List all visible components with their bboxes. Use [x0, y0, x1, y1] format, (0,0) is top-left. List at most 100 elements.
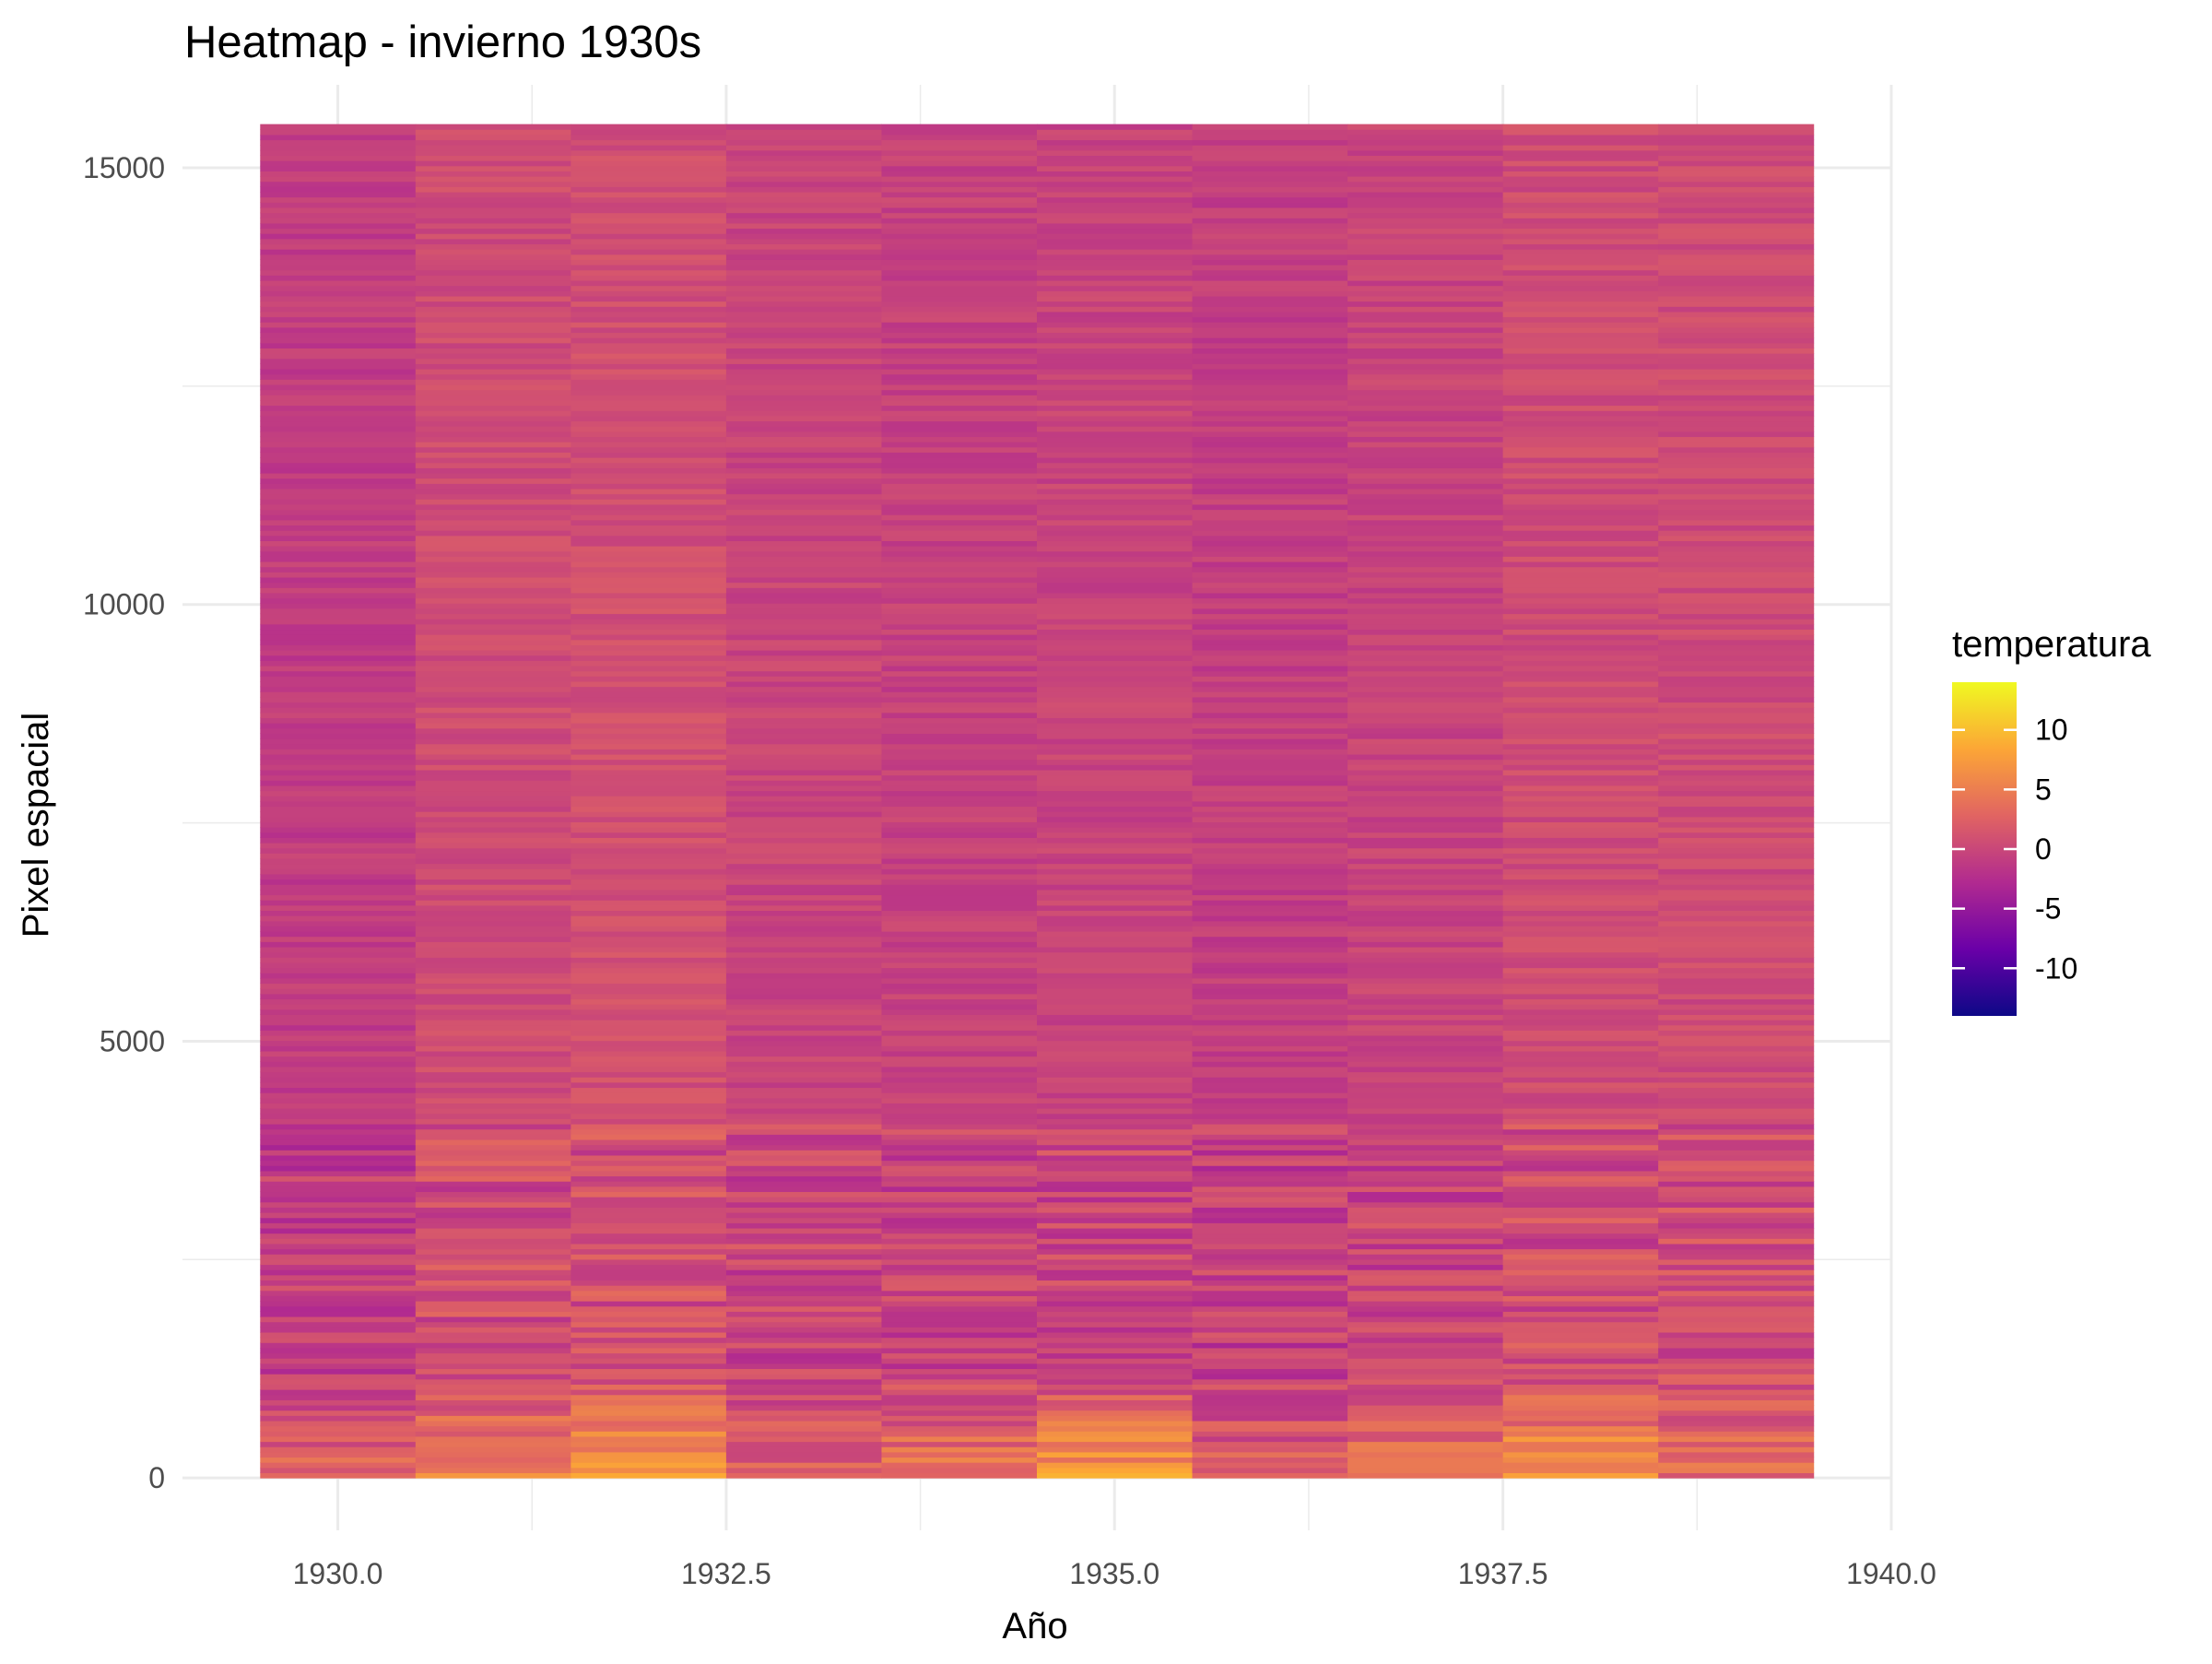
heatmap-cell [881, 457, 1038, 464]
heatmap-cell [415, 884, 571, 891]
heatmap-cell [571, 1389, 727, 1396]
heatmap-cell [260, 1254, 417, 1260]
heatmap-cell [881, 811, 1038, 818]
heatmap-cell [725, 431, 882, 438]
heatmap-cell [571, 785, 727, 792]
heatmap-cell [1192, 369, 1348, 375]
heatmap-cell [415, 1384, 571, 1390]
heatmap-cell [1192, 499, 1348, 505]
heatmap-cell [415, 561, 571, 568]
heatmap-cell [725, 561, 882, 568]
heatmap-cell [1037, 941, 1194, 948]
heatmap-cell [1347, 712, 1504, 719]
heatmap-cell [415, 926, 571, 932]
heatmap-cell [725, 535, 882, 541]
heatmap-cell [1347, 1165, 1504, 1172]
heatmap-cell [1037, 311, 1194, 318]
heatmap-cell [571, 1045, 727, 1052]
heatmap-cell [725, 145, 882, 151]
heatmap-cell [260, 1217, 417, 1223]
heatmap-cell [1658, 1425, 1815, 1432]
heatmap-cell [260, 696, 417, 703]
heatmap-cell [1347, 1092, 1504, 1099]
heatmap-cell [725, 1435, 882, 1443]
heatmap-cell [881, 145, 1038, 151]
heatmap-cell [1192, 1352, 1348, 1359]
heatmap-cell [1192, 910, 1348, 916]
heatmap-cell [725, 743, 882, 749]
heatmap-cell [1347, 233, 1504, 240]
heatmap-cell [1037, 379, 1194, 385]
heatmap-cell [260, 1035, 417, 1042]
heatmap-cell [415, 962, 571, 969]
heatmap-cell [1658, 1139, 1815, 1146]
heatmap-cell [725, 1295, 882, 1302]
heatmap-cell [571, 639, 727, 645]
heatmap-cell [725, 1071, 882, 1078]
heatmap-cell [415, 1399, 571, 1406]
heatmap-cell [1037, 129, 1194, 136]
heatmap-cell [415, 1342, 571, 1349]
heatmap-cell [260, 1472, 417, 1479]
heatmap-cell [1658, 832, 1815, 838]
heatmap-cell [571, 1061, 727, 1068]
heatmap-cell [260, 1337, 417, 1343]
heatmap-cell [1037, 415, 1194, 422]
heatmap-cell [1037, 712, 1194, 719]
heatmap-cell [1192, 1415, 1348, 1422]
heatmap-cell [881, 1118, 1038, 1125]
heatmap-cell [881, 1435, 1038, 1443]
heatmap-cell [1347, 452, 1504, 458]
heatmap-cell [415, 774, 571, 781]
heatmap-cell [1658, 306, 1815, 313]
heatmap-cell [260, 1441, 417, 1447]
heatmap-cell [1037, 269, 1194, 276]
heatmap-cell [571, 1212, 727, 1219]
heatmap-cell [1037, 233, 1194, 240]
heatmap-cell [725, 613, 882, 620]
heatmap-cell [260, 1238, 417, 1245]
heatmap-cell [881, 1321, 1038, 1328]
heatmap-cell [881, 410, 1038, 417]
heatmap-cell [881, 1201, 1038, 1208]
heatmap-cell [1658, 1451, 1815, 1458]
heatmap-cell [1037, 1181, 1194, 1187]
heatmap-cell [725, 1258, 882, 1266]
heatmap-cell [1658, 228, 1815, 234]
heatmap-cell [571, 915, 727, 922]
heatmap-cell [1037, 1332, 1194, 1339]
heatmap-cell [1502, 1431, 1659, 1437]
heatmap-cell [1658, 238, 1815, 245]
heatmap-cell [1502, 1374, 1659, 1380]
heatmap-cell [1037, 1352, 1194, 1359]
heatmap-cell [1658, 1301, 1815, 1307]
heatmap-cell [1658, 290, 1815, 297]
heatmap-cell [1192, 165, 1348, 171]
heatmap-cell [1347, 613, 1504, 620]
heatmap-cell [1347, 1035, 1504, 1042]
heatmap-cell [881, 399, 1038, 407]
heatmap-cell [1192, 915, 1348, 922]
heatmap-cell [1347, 1368, 1504, 1375]
heatmap-cell [260, 348, 417, 354]
heatmap-cell [1192, 1363, 1348, 1370]
heatmap-cell [1037, 389, 1194, 395]
heatmap-cell [415, 587, 571, 594]
heatmap-cell [571, 249, 727, 255]
heatmap-cell [1347, 285, 1504, 291]
heatmap-cell [1037, 639, 1194, 645]
heatmap-cell [1037, 483, 1194, 490]
heatmap-cell [1658, 733, 1815, 739]
heatmap-cell [725, 322, 882, 328]
heatmap-cell [881, 249, 1038, 255]
heatmap-cell [1192, 738, 1348, 745]
heatmap-cell [260, 561, 417, 568]
heatmap-cell [415, 847, 571, 854]
heatmap-cell [1502, 379, 1659, 385]
heatmap-cell [571, 790, 727, 797]
heatmap-cell [881, 603, 1038, 609]
heatmap-cell [725, 473, 882, 479]
heatmap-cell [1347, 145, 1504, 151]
heatmap-cell [881, 259, 1038, 266]
heatmap-cell [571, 1081, 727, 1089]
